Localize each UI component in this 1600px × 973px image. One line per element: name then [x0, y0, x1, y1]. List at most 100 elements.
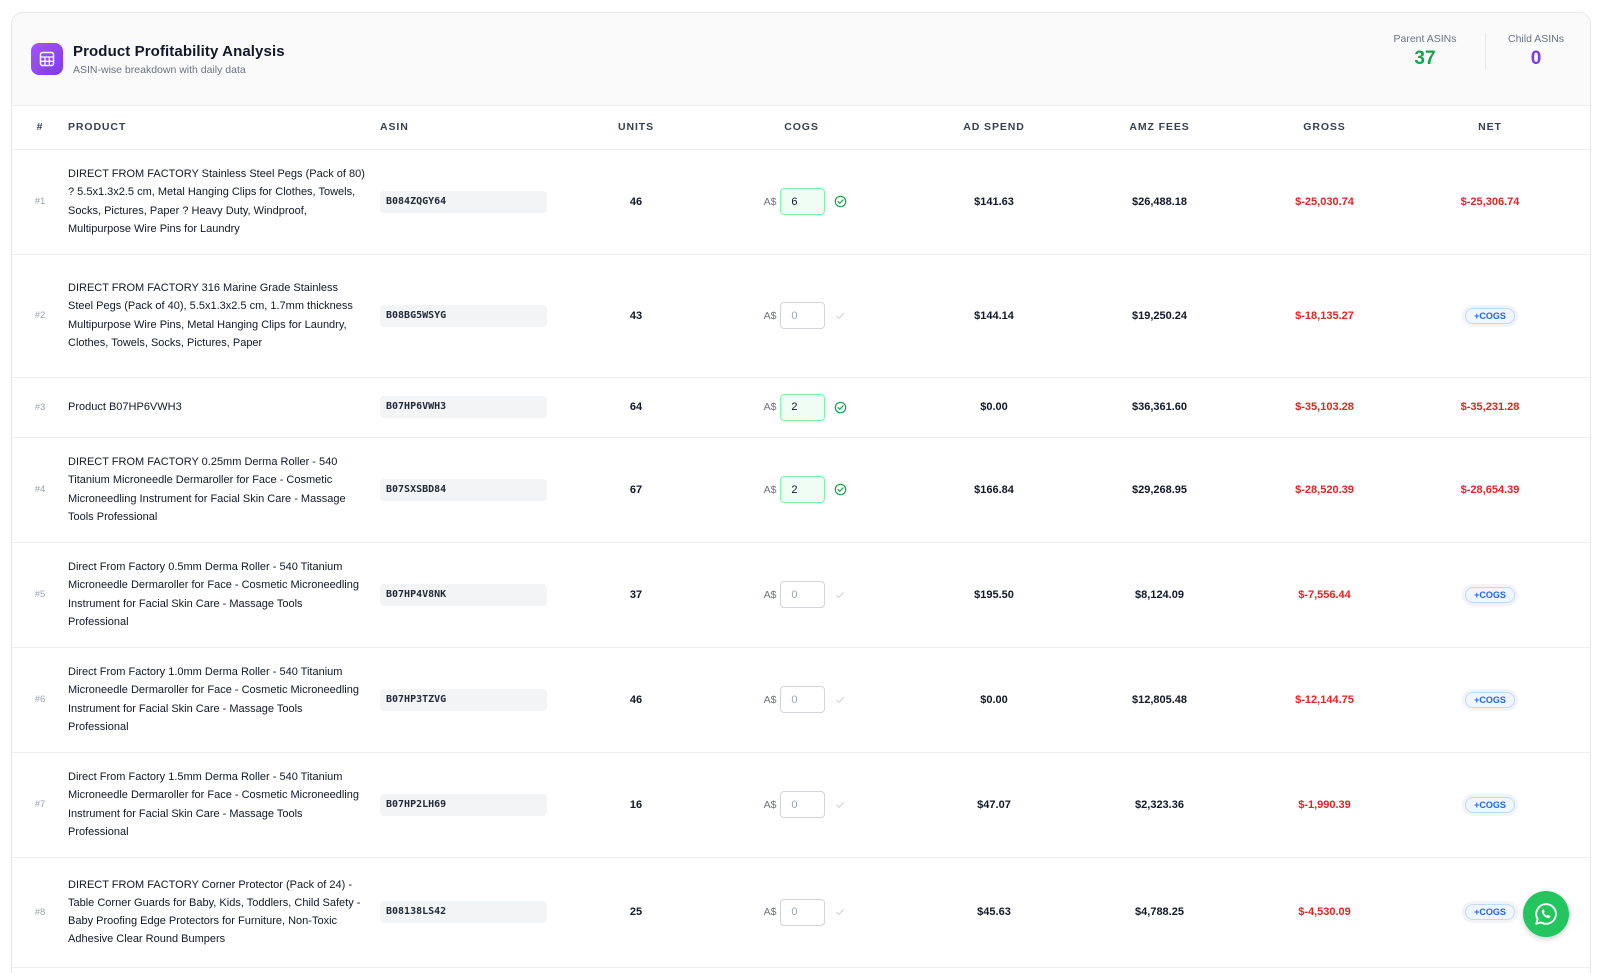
- currency-prefix: A$: [763, 483, 777, 496]
- table-icon: [31, 43, 63, 75]
- units-value: 16: [569, 752, 703, 858]
- cogs-editor: A$: [703, 581, 900, 608]
- table-row[interactable]: #6 Direct From Factory 1.0mm Derma Rolle…: [12, 647, 1590, 753]
- units-value: 67: [569, 437, 703, 543]
- amz-fees-value: $29,268.95: [1088, 437, 1231, 543]
- cogs-input[interactable]: [780, 188, 826, 215]
- gross-value: $-7,556.44: [1231, 542, 1418, 648]
- cogs-input[interactable]: [780, 476, 826, 503]
- col-header-amz-fees[interactable]: AMZ FEES: [1088, 106, 1231, 150]
- currency-prefix: A$: [763, 309, 777, 322]
- asin-chip[interactable]: B07HP2LH69: [380, 793, 547, 816]
- check-circle-icon: [833, 195, 847, 209]
- currency-prefix: A$: [763, 798, 777, 811]
- add-cogs-button[interactable]: +COGS: [1465, 904, 1515, 920]
- check-icon[interactable]: [833, 588, 847, 602]
- ad-spend-value: $195.50: [900, 542, 1088, 648]
- amz-fees-value: $26,488.18: [1088, 149, 1231, 255]
- table-header-row: # PRODUCT ASIN UNITS COGS AD SPEND AMZ F…: [12, 106, 1590, 150]
- asin-cell: B08BG5WSYG: [380, 254, 569, 378]
- asin-chip[interactable]: B084ZQGY64: [380, 190, 547, 213]
- child-asins-stat: Child ASINs 0: [1500, 33, 1572, 70]
- cogs-input[interactable]: [780, 393, 826, 421]
- add-cogs-button[interactable]: +COGS: [1465, 307, 1515, 324]
- ad-spend-value: $141.63: [900, 149, 1088, 255]
- whatsapp-icon: [1535, 903, 1557, 925]
- check-icon[interactable]: [833, 798, 847, 812]
- ad-spend-value: $47.07: [900, 752, 1088, 858]
- asin-cell: B07HP6VWH3: [380, 377, 569, 438]
- cogs-cell: A$: [703, 254, 900, 378]
- row-spacer: [1562, 647, 1590, 753]
- table-row[interactable]: #2 DIRECT FROM FACTORY 316 Marine Grade …: [12, 254, 1590, 378]
- net-value: +COGS: [1418, 647, 1562, 753]
- col-header-gross[interactable]: GROSS: [1231, 106, 1418, 150]
- parent-asins-value: 37: [1414, 48, 1436, 69]
- asin-cell: B07HP2LH69: [380, 752, 569, 858]
- table-row[interactable]: #5 Direct From Factory 0.5mm Derma Rolle…: [12, 542, 1590, 648]
- check-icon[interactable]: [833, 309, 847, 323]
- net-value: +COGS: [1418, 752, 1562, 858]
- units-value: 37: [569, 542, 703, 648]
- gross-value: $-25,030.74: [1231, 149, 1418, 255]
- asin-chip[interactable]: B07SXSBD84: [380, 478, 547, 501]
- table-row[interactable]: #3 Product B07HP6VWH3 B07HP6VWH3 64 A$ $…: [12, 377, 1590, 438]
- cogs-input[interactable]: [780, 581, 826, 608]
- cogs-editor: A$: [703, 686, 900, 713]
- cogs-editor: A$: [703, 393, 900, 421]
- gross-value: $-35,103.28: [1231, 377, 1418, 438]
- cogs-editor: A$: [703, 302, 900, 329]
- cogs-cell: A$: [703, 752, 900, 858]
- currency-prefix: A$: [763, 906, 777, 918]
- col-header-net[interactable]: NET: [1418, 106, 1562, 150]
- col-header-cogs[interactable]: COGS: [703, 106, 900, 150]
- cogs-input[interactable]: [780, 686, 826, 713]
- row-spacer: [1562, 542, 1590, 648]
- row-number: #5: [12, 542, 68, 648]
- gross-value: $-4,530.09: [1231, 857, 1418, 968]
- cogs-editor: A$: [703, 791, 900, 818]
- asin-chip[interactable]: B07HP3TZVG: [380, 688, 547, 711]
- row-spacer: [1562, 377, 1590, 438]
- col-header-units[interactable]: UNITS: [569, 106, 703, 150]
- row-number: #6: [12, 647, 68, 753]
- row-number: #1: [12, 149, 68, 255]
- asin-chip[interactable]: B08BG5WSYG: [380, 304, 547, 327]
- asin-chip[interactable]: B07HP4V8NK: [380, 583, 547, 606]
- row-spacer: [1562, 254, 1590, 378]
- product-name: DIRECT FROM FACTORY 316 Marine Grade Sta…: [68, 254, 380, 378]
- cogs-cell: A$: [703, 149, 900, 255]
- col-header-ad-spend[interactable]: AD SPEND: [900, 106, 1088, 150]
- add-cogs-button[interactable]: +COGS: [1465, 586, 1515, 603]
- row-number: #4: [12, 437, 68, 543]
- check-icon[interactable]: [833, 905, 847, 919]
- col-header-asin[interactable]: ASIN: [380, 106, 569, 150]
- cogs-input[interactable]: [780, 791, 826, 818]
- table-body: #1 DIRECT FROM FACTORY Stainless Steel P…: [12, 149, 1590, 968]
- col-header-spacer: [1562, 106, 1590, 150]
- col-header-product[interactable]: PRODUCT: [68, 106, 380, 150]
- add-cogs-button[interactable]: +COGS: [1465, 691, 1515, 708]
- table-row[interactable]: #1 DIRECT FROM FACTORY Stainless Steel P…: [12, 149, 1590, 255]
- add-cogs-button[interactable]: +COGS: [1465, 796, 1515, 813]
- check-icon[interactable]: [833, 693, 847, 707]
- product-name: Product B07HP6VWH3: [68, 377, 380, 438]
- cogs-input[interactable]: [780, 302, 826, 329]
- units-value: 25: [569, 857, 703, 968]
- amz-fees-value: $2,323.36: [1088, 752, 1231, 858]
- whatsapp-chat-button[interactable]: [1523, 891, 1569, 937]
- col-header-num: #: [12, 106, 68, 150]
- table-row[interactable]: #8 DIRECT FROM FACTORY Corner Protector …: [12, 857, 1590, 968]
- gross-value: $-18,135.27: [1231, 254, 1418, 378]
- asin-chip[interactable]: B07HP6VWH3: [380, 396, 547, 418]
- product-name: DIRECT FROM FACTORY 0.25mm Derma Roller …: [68, 437, 380, 543]
- amz-fees-value: $36,361.60: [1088, 377, 1231, 438]
- product-name: DIRECT FROM FACTORY Corner Protector (Pa…: [68, 857, 380, 968]
- table-row[interactable]: #7 Direct From Factory 1.5mm Derma Rolle…: [12, 752, 1590, 858]
- check-circle-icon: [833, 400, 847, 414]
- amz-fees-value: $4,788.25: [1088, 857, 1231, 968]
- table-row[interactable]: #4 DIRECT FROM FACTORY 0.25mm Derma Roll…: [12, 437, 1590, 543]
- asin-chip[interactable]: B08138LS42: [380, 901, 547, 923]
- cogs-input[interactable]: [780, 898, 826, 926]
- row-spacer: [1562, 752, 1590, 858]
